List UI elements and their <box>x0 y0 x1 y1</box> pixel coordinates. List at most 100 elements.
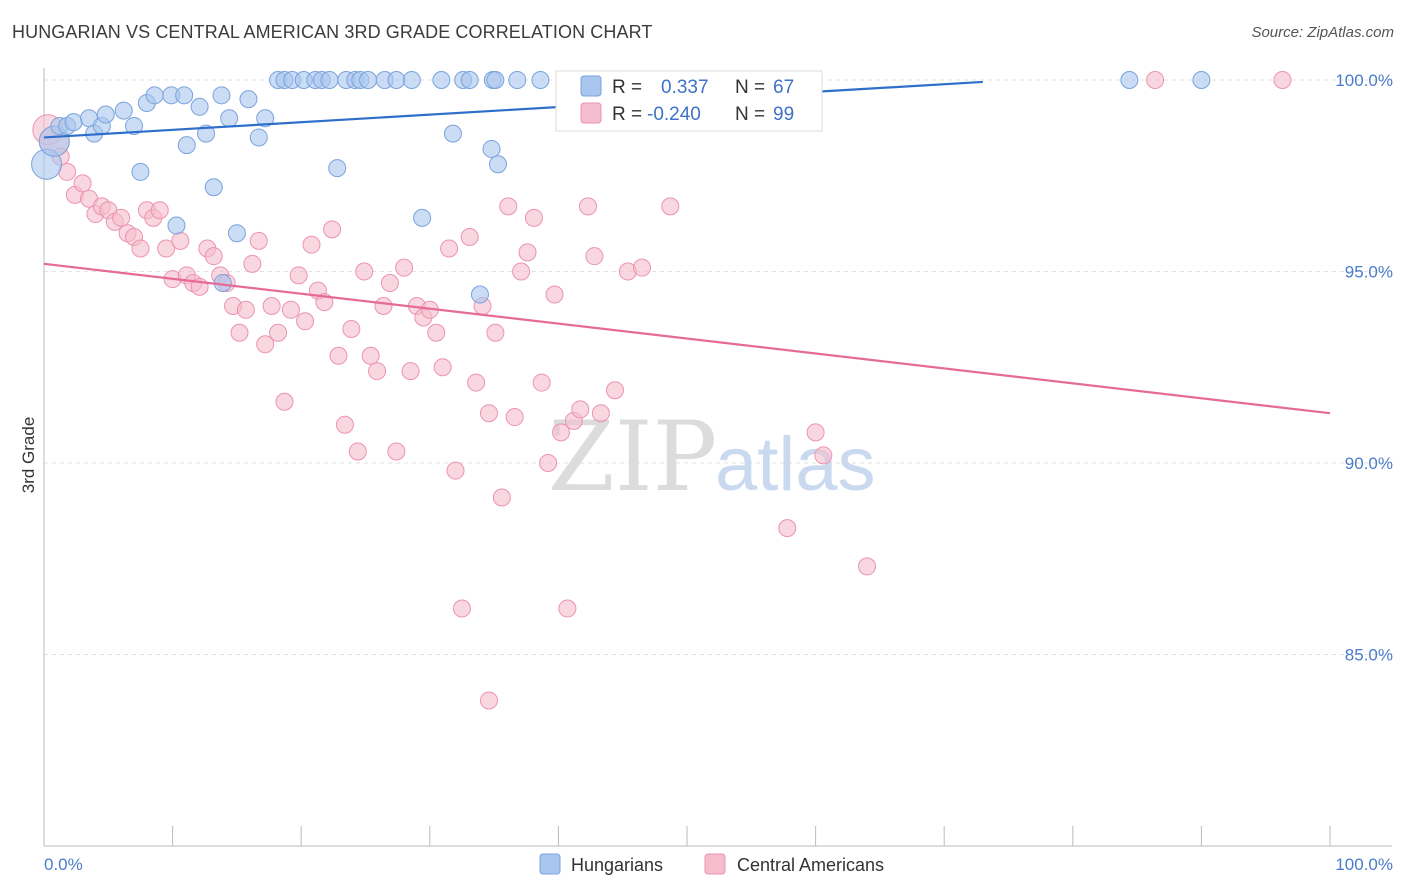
bottom-legend-swatch-central-americans <box>704 853 726 875</box>
hungarian-point-66 <box>1120 71 1139 89</box>
hungarian-point-43 <box>508 71 527 89</box>
watermark-atlas: atlas <box>715 422 876 507</box>
central-american-point-55 <box>401 362 420 381</box>
central-american-point-31 <box>243 254 262 273</box>
central-american-point-70 <box>499 197 518 216</box>
central-american-point-36 <box>275 392 294 411</box>
central-american-point-78 <box>551 423 570 442</box>
hungarian-point-63 <box>167 216 186 235</box>
hungarian-point-40 <box>460 71 479 89</box>
y-tick-label-1: 90.0% <box>1345 454 1393 473</box>
hungarian-point-12 <box>145 86 164 105</box>
hungarian-point-30 <box>320 71 339 89</box>
central-american-point-46 <box>342 319 361 338</box>
central-american-point-59 <box>427 323 446 342</box>
hungarian-point-58 <box>328 159 347 178</box>
chart-title: HUNGARIAN VS CENTRAL AMERICAN 3RD GRADE … <box>12 22 653 42</box>
central-american-point-5 <box>73 174 92 193</box>
hungarian-point-9 <box>114 101 133 120</box>
hungarian-point-4 <box>64 113 83 132</box>
source-label: Source: ZipAtlas.com <box>1251 24 1394 41</box>
y-tick-label-0: 85.0% <box>1345 646 1393 665</box>
hungarian-point-18 <box>204 178 223 197</box>
hungarian-point-36 <box>387 71 406 89</box>
central-american-point-35 <box>269 323 288 342</box>
central-american-point-87 <box>632 258 651 277</box>
hungarian-point-17 <box>197 124 216 143</box>
x-tick-label-1: 100.0% <box>1335 855 1393 874</box>
central-american-point-83 <box>585 247 604 266</box>
central-american-point-95 <box>1146 71 1165 89</box>
y-tick-label-2: 95.0% <box>1345 263 1393 282</box>
central-american-point-33 <box>256 335 275 354</box>
central-american-point-49 <box>361 346 380 365</box>
central-american-point-60 <box>433 358 452 377</box>
central-american-point-89 <box>778 519 797 538</box>
y-tick-label-3: 100.0% <box>1335 71 1393 90</box>
central-american-point-65 <box>467 373 486 392</box>
hungarian-point-8 <box>96 105 115 124</box>
central-american-point-96 <box>1273 71 1292 89</box>
legend-swatch-pink <box>580 102 602 124</box>
legend-n-label-2: N = <box>735 104 765 125</box>
central-american-point-75 <box>532 373 551 392</box>
central-american-point-64 <box>460 228 479 247</box>
hungarian-point-56 <box>413 208 432 227</box>
central-american-point-68 <box>486 323 505 342</box>
central-american-point-71 <box>505 408 524 427</box>
bottom-legend-swatch-hungarians <box>539 853 561 875</box>
central-american-point-50 <box>368 362 387 381</box>
central-american-point-79 <box>558 599 577 618</box>
tick-labels: 85.0% 90.0% 95.0% 100.0% 0.0% 100.0% <box>44 71 1393 874</box>
bottom-legend-hungarians: Hungarians <box>571 855 663 875</box>
hungarian-point-21 <box>239 90 258 109</box>
central-american-point-53 <box>387 442 406 461</box>
hungarian-point-37 <box>402 71 421 89</box>
legend-n-label-1: N = <box>735 77 765 98</box>
legend-r-label-2: R = <box>612 104 642 125</box>
central-american-point-54 <box>395 258 414 277</box>
central-american-point-51 <box>374 296 393 315</box>
central-american-point-76 <box>539 454 558 472</box>
hungarian-point-61 <box>488 155 507 174</box>
central-american-point-37 <box>281 300 300 319</box>
central-american-point-18 <box>157 239 176 258</box>
legend-r-value-2: -0.240 <box>647 104 701 125</box>
central-american-point-81 <box>571 400 590 419</box>
y-axis-title: 3rd Grade <box>19 417 38 494</box>
central-american-point-97 <box>479 691 498 710</box>
hungarian-point-20 <box>220 109 239 128</box>
legend-box: R = 0.337 N = 67 R = -0.240 N = 99 <box>555 70 823 132</box>
hungarian-point-15 <box>177 136 196 155</box>
central-american-point-69 <box>492 488 511 507</box>
central-american-point-72 <box>512 262 531 281</box>
central-american-point-82 <box>578 197 597 216</box>
gridlines <box>44 79 1392 655</box>
central-american-point-34 <box>262 296 281 315</box>
central-american-point-52 <box>380 273 399 292</box>
hungarian-point-62 <box>131 162 150 181</box>
central-american-point-74 <box>524 208 543 227</box>
central-american-point-48 <box>355 262 374 281</box>
central-american-point-85 <box>605 381 624 400</box>
hungarian-point-23 <box>256 109 275 128</box>
central-american-point-32 <box>249 231 268 250</box>
hungarian-point-57 <box>470 285 489 304</box>
central-american-point-44 <box>329 346 348 365</box>
central-american-point-92 <box>858 557 877 576</box>
legend-r-label-1: R = <box>612 77 642 98</box>
central-american-point-67 <box>479 404 498 423</box>
hungarian-point-22 <box>249 128 268 147</box>
central-american-point-45 <box>335 415 354 434</box>
central-american-point-14 <box>131 239 150 258</box>
central-american-point-40 <box>302 235 321 254</box>
hungarian-point-10 <box>125 116 144 135</box>
hungarian-point-54 <box>227 224 246 243</box>
central-american-point-43 <box>323 220 342 239</box>
central-american-point-11 <box>112 208 131 227</box>
central-american-point-73 <box>518 243 537 262</box>
legend-n-value-1: 67 <box>773 77 794 98</box>
hungarian-point-59 <box>443 124 462 143</box>
central-american-point-63 <box>452 599 471 618</box>
